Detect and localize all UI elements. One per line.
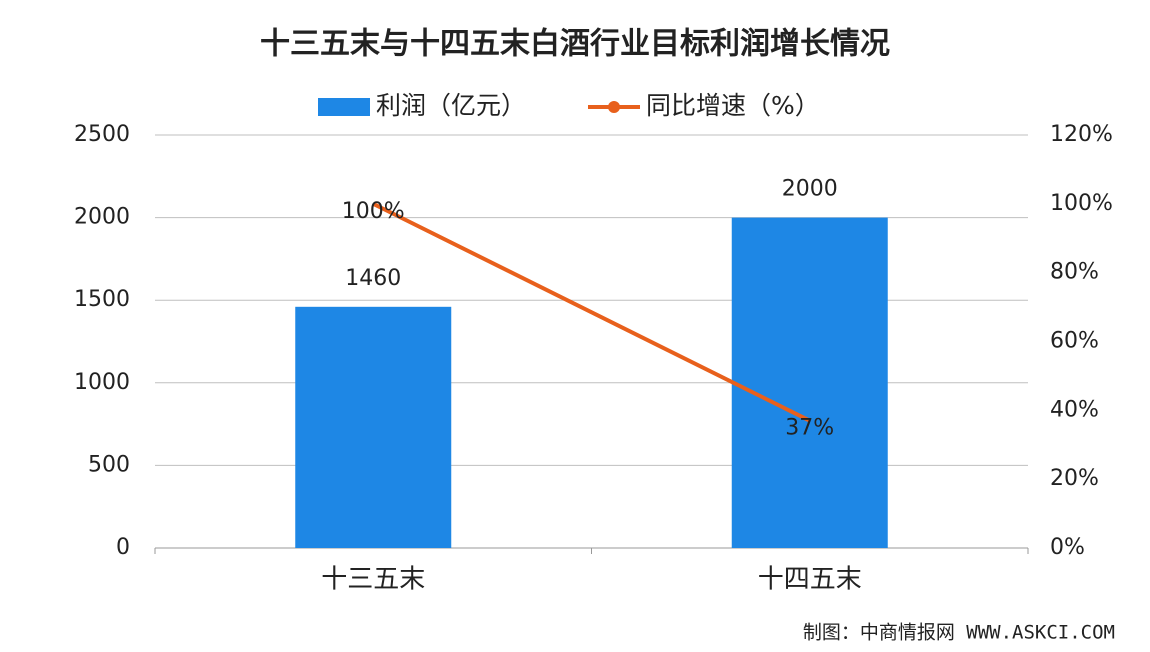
chart-title: 十三五末与十四五末白酒行业目标利润增长情况 xyxy=(260,27,890,62)
y-tick-label: 1500 xyxy=(74,287,130,312)
y2-tick-label: 20% xyxy=(1050,466,1099,491)
data-label: 1460 xyxy=(345,266,401,291)
y-tick-label: 500 xyxy=(88,452,130,477)
bar xyxy=(731,217,888,548)
bar xyxy=(295,306,452,548)
data-label: 2000 xyxy=(782,177,838,202)
data-label: 37% xyxy=(785,416,834,441)
y2-tick-label: 120% xyxy=(1050,122,1113,147)
legend-label: 同比增速（%） xyxy=(646,91,820,120)
data-label: 100% xyxy=(342,199,405,224)
legend-label: 利润（亿元） xyxy=(376,91,526,120)
y-tick-label: 1000 xyxy=(74,370,130,395)
y2-tick-label: 100% xyxy=(1050,191,1113,216)
y-tick-label: 0 xyxy=(116,535,130,560)
legend-marker xyxy=(608,101,620,113)
y-tick-label: 2000 xyxy=(74,205,130,230)
x-tick-label: 十三五末 xyxy=(321,565,425,595)
source: 制图：中商情报网 WWW.ASKCI.COM xyxy=(803,622,1115,644)
legend-swatch xyxy=(318,98,370,116)
y-tick-label: 2500 xyxy=(74,122,130,147)
x-tick-label: 十四五末 xyxy=(758,565,862,595)
y2-tick-label: 0% xyxy=(1050,535,1085,560)
y2-tick-label: 40% xyxy=(1050,397,1099,422)
y2-tick-label: 80% xyxy=(1050,260,1099,285)
line xyxy=(372,202,811,423)
y2-tick-label: 60% xyxy=(1050,329,1099,354)
